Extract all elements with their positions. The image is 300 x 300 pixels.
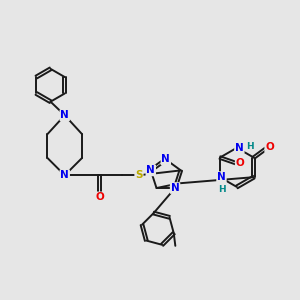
Text: O: O: [95, 192, 104, 203]
Text: N: N: [60, 170, 69, 180]
Text: O: O: [236, 158, 244, 168]
Text: O: O: [265, 142, 274, 152]
Text: H: H: [218, 185, 225, 194]
Text: N: N: [146, 165, 155, 176]
Text: S: S: [135, 170, 143, 180]
Text: H: H: [246, 142, 254, 151]
Text: N: N: [161, 154, 170, 164]
Text: N: N: [235, 143, 244, 153]
Text: N: N: [60, 110, 69, 120]
Text: N: N: [171, 183, 179, 193]
Text: N: N: [217, 172, 226, 182]
